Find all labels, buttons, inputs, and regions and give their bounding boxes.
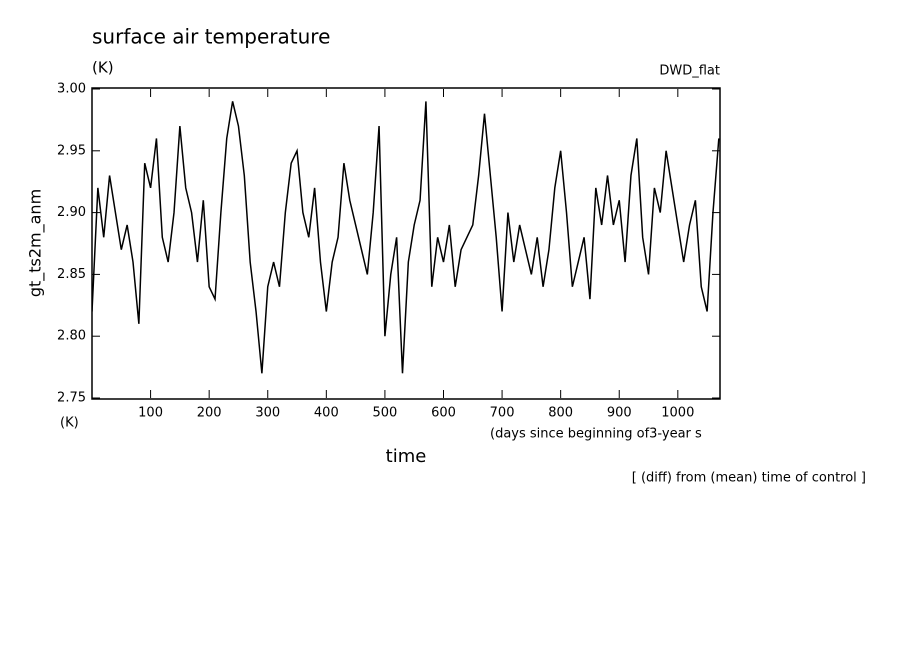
y-tick-label: 2.95	[57, 143, 86, 158]
x-tick-label: 100	[138, 406, 163, 421]
y-unit: (K)	[60, 416, 79, 431]
chart-title: surface air temperature	[92, 25, 330, 49]
x-tick-label: 800	[548, 406, 573, 421]
y-tick-label: 2.85	[57, 267, 86, 282]
y-tick-label: 2.90	[57, 205, 86, 220]
y-tick-label: 2.75	[57, 391, 86, 406]
x-tick-label: 700	[490, 406, 515, 421]
x-tick-label: 500	[372, 406, 397, 421]
data-line	[92, 101, 720, 374]
chart-subtitle: (K)	[92, 59, 114, 77]
y-axis-label: gt_ts2m_anm	[26, 189, 46, 297]
x-tick-label: 400	[314, 406, 339, 421]
x-tick-label: 900	[607, 406, 632, 421]
x-tick-label: 300	[255, 406, 280, 421]
note: [ (diff) from (mean) time of control ]	[632, 471, 866, 486]
plot-frame	[91, 87, 721, 400]
y-tick-label: 3.00	[57, 82, 86, 97]
experiment-label: DWD_flat	[659, 64, 720, 79]
x-axis-label: time	[386, 446, 427, 467]
x-tick-label: 200	[197, 406, 222, 421]
y-tick-label: 2.80	[57, 329, 86, 344]
x-tick-label: 1000	[661, 406, 694, 421]
x-tick-label: 600	[431, 406, 456, 421]
x-unit: (days since beginning of3-year s	[490, 427, 702, 442]
